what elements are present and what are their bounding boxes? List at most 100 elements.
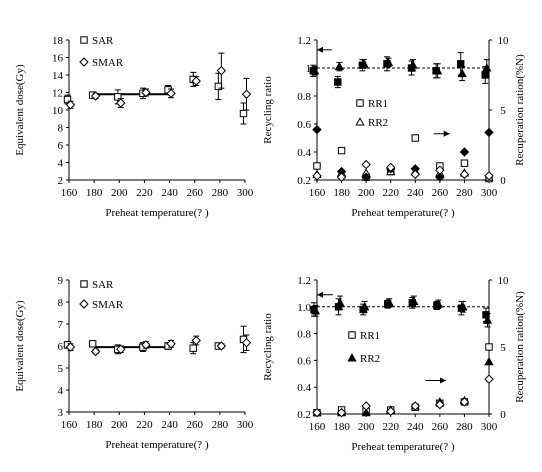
x-tick-label: 260: [432, 187, 449, 199]
data-point: [459, 397, 470, 407]
data-point: [88, 340, 97, 348]
data-point: [310, 65, 320, 75]
y-tick-label: 12: [52, 88, 63, 100]
arrow-right-icon: [440, 377, 446, 384]
chart-d: 160 180 200 220 240 260 280 300 0.2 0.4 0.6 0.8 1.0 1…: [262, 275, 526, 453]
data-point: [460, 159, 469, 167]
x-tick-label: 280: [212, 419, 229, 431]
x-axis-title: Preheat temperature(? ): [351, 207, 455, 219]
y-tick-label: 7: [58, 319, 64, 331]
series-sar: [63, 71, 248, 125]
data-point: [337, 146, 346, 155]
data-point: [141, 87, 151, 98]
data-point: [433, 299, 444, 308]
y-tick-label: 16: [52, 53, 64, 65]
data-point: [312, 407, 322, 418]
x-tick-label: 220: [382, 421, 399, 433]
y-tick-label: 6: [58, 140, 64, 152]
data-point: [484, 356, 494, 366]
data-point: [458, 301, 468, 311]
x-tick-label: 240: [407, 421, 424, 433]
y-tick-label: 0.6: [297, 355, 311, 367]
data-point: [141, 340, 151, 350]
data-point: [386, 406, 396, 417]
x-tick-label: 240: [161, 187, 178, 199]
data-point: [383, 57, 394, 66]
y-axis-title: Equivalent dose(Gy): [14, 64, 26, 156]
y-tick-label: 1.0: [297, 302, 311, 314]
data-point: [313, 162, 321, 170]
data-point: [241, 89, 252, 99]
data-point: [116, 98, 126, 108]
series-sar: [63, 325, 248, 355]
data-point: [482, 311, 490, 319]
data-point: [361, 159, 371, 170]
data-point: [410, 169, 420, 180]
y-tick-label: 2: [58, 175, 64, 187]
data-point: [63, 95, 72, 104]
x-tick-label: 280: [456, 421, 473, 433]
y-tick-label: 0.4: [297, 147, 311, 159]
legend-marker: [79, 299, 89, 309]
series-unnamed-4: [312, 374, 494, 418]
data-point: [361, 172, 371, 182]
legend-marker: [355, 117, 365, 126]
data-point: [484, 127, 494, 138]
legend-marker: [347, 353, 357, 362]
x-tick-label: 280: [456, 187, 473, 199]
y2-axis-title: Recuperation ration(%N): [514, 54, 526, 166]
data-point: [65, 342, 76, 352]
data-point: [359, 301, 370, 311]
x-tick-label: 300: [481, 421, 498, 433]
data-point: [216, 65, 227, 76]
y-tick-label: 3: [58, 407, 64, 419]
data-point: [334, 78, 342, 86]
x-tick-label: 300: [481, 187, 498, 199]
x-tick-label: 300: [237, 187, 254, 199]
y2-tick-label: 10: [498, 275, 510, 287]
data-point: [456, 60, 465, 68]
x-tick-label: 160: [309, 187, 326, 199]
data-point: [241, 337, 252, 348]
data-point: [334, 61, 344, 71]
x-tick-label: 220: [136, 187, 153, 199]
y-tick-label: 0.8: [297, 329, 311, 341]
data-point: [435, 165, 445, 175]
data-point: [484, 374, 494, 384]
x-tick-label: 200: [358, 421, 375, 433]
data-point: [166, 339, 176, 349]
x-tick-label: 260: [186, 187, 203, 199]
y-tick-label: 9: [58, 275, 64, 287]
data-point: [482, 63, 492, 72]
data-point: [408, 60, 418, 69]
series-smar: [65, 52, 252, 111]
y-axis-title: Recycling ratio: [262, 76, 274, 144]
x-axis-title: Preheat temperature(? ): [351, 441, 455, 453]
y-tick-label: 1.2: [297, 35, 311, 47]
arrow-left-icon: [317, 46, 323, 53]
x-tick-label: 200: [111, 419, 128, 431]
x-tick-label: 300: [237, 419, 254, 431]
legend-label: SMAR: [92, 57, 124, 69]
data-point: [336, 172, 347, 182]
legend-marker: [80, 36, 88, 44]
legend-marker: [79, 57, 89, 67]
x-tick-label: 260: [432, 421, 449, 433]
y2-tick-label: 0: [500, 175, 506, 187]
data-point: [459, 169, 470, 180]
data-point: [90, 346, 101, 357]
data-point: [410, 401, 420, 411]
arrow-left-icon: [317, 291, 323, 298]
chart-c: 160 180 200 220 240 260 280 300 3 4 5 6 7 8 9 Preheat t…: [14, 275, 254, 451]
y2-tick-label: 0: [500, 409, 506, 421]
y-tick-label: 1: [306, 63, 312, 75]
data-point: [457, 68, 467, 78]
y2-axis-title: Recuperation ration(%N): [514, 291, 526, 403]
y-tick-label: 1.2: [297, 275, 311, 287]
data-point: [65, 100, 76, 110]
x-tick-label: 160: [61, 187, 78, 199]
data-point: [435, 172, 445, 182]
x-tick-label: 220: [136, 419, 153, 431]
legend-label: RR2: [368, 117, 388, 129]
x-tick-label: 160: [309, 421, 326, 433]
